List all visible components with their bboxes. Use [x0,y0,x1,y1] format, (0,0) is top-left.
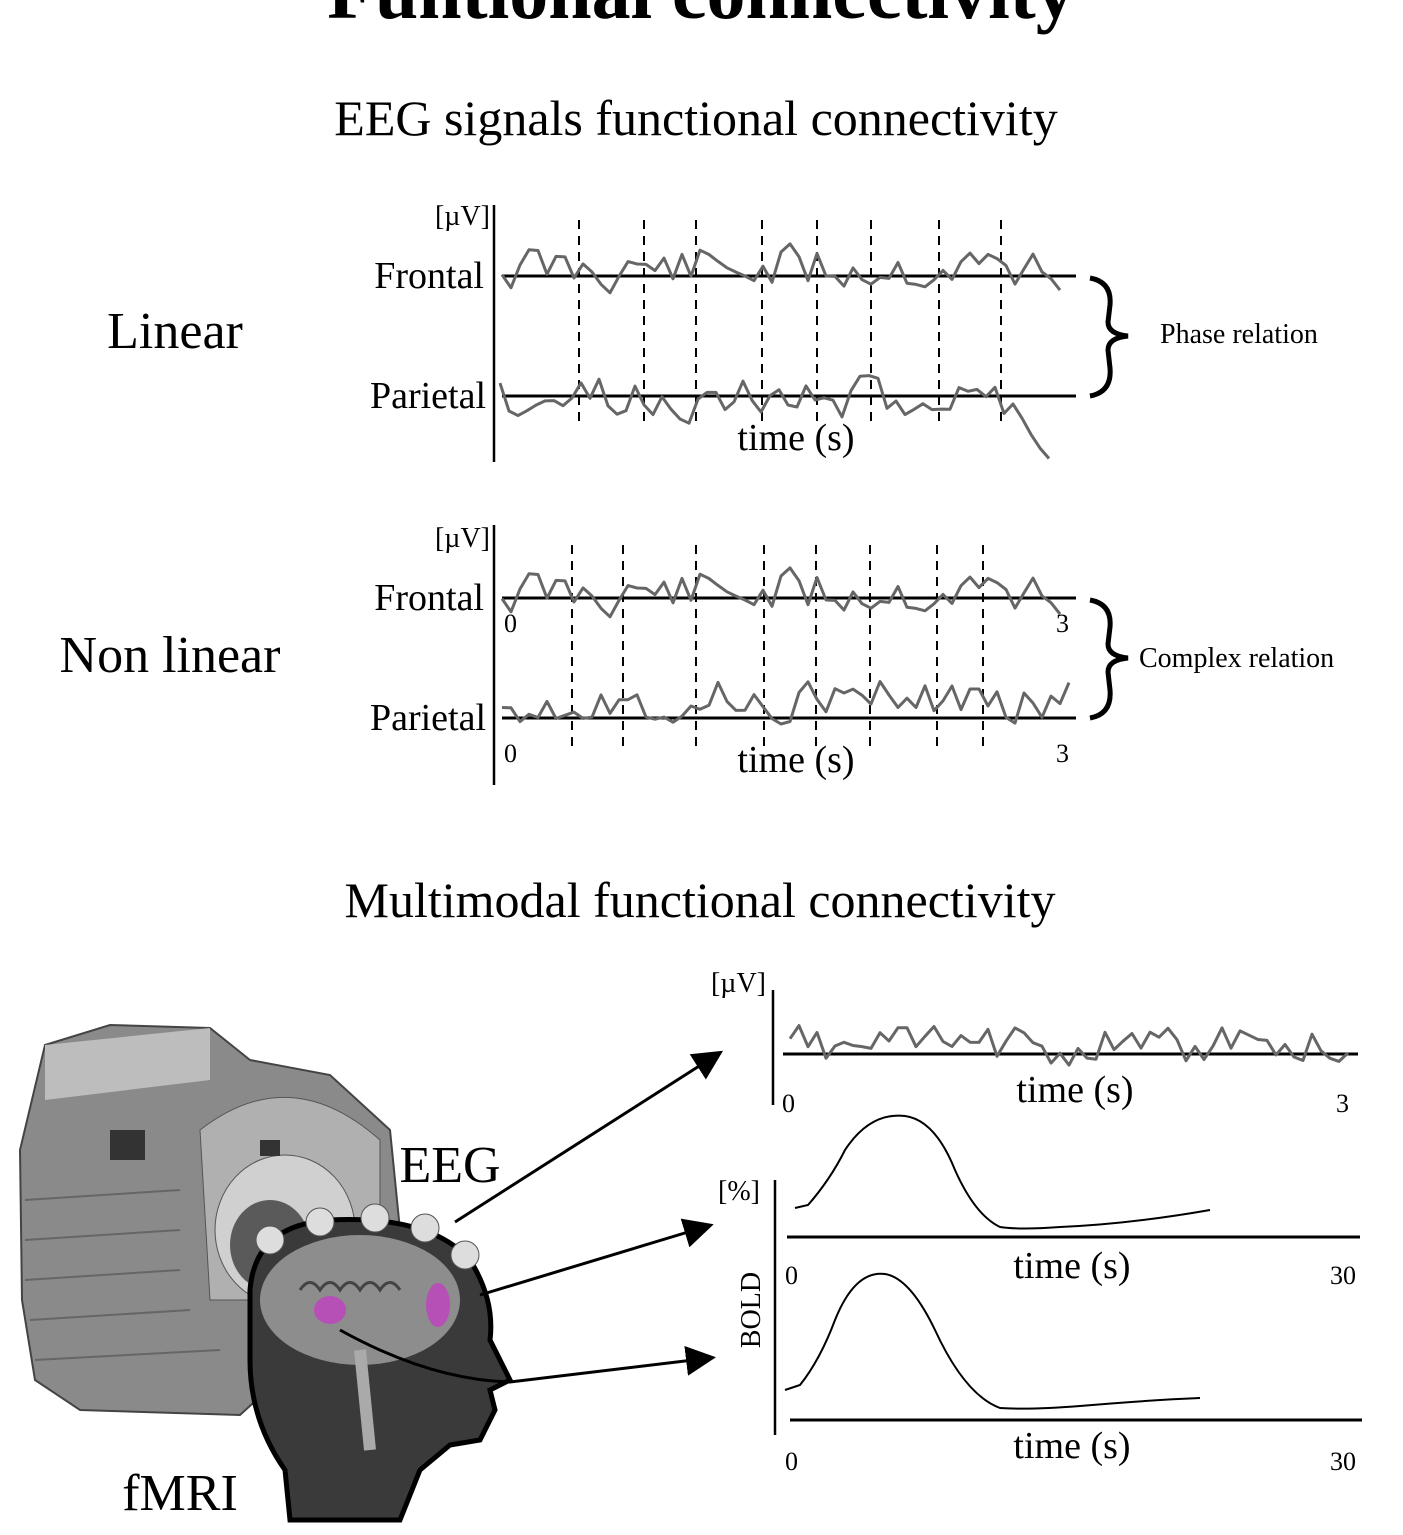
frontal-label: Frontal [374,577,484,619]
parietal-label: Parietal [370,375,486,417]
x-start-tick: 0 [504,609,517,638]
brace-icon [1089,597,1129,721]
x-start-tick: 0 [785,1447,798,1476]
multimodal-eeg-plot: [µV] 0 3 time (s) [711,968,1358,1118]
complex-relation-label: Complex relation [1139,643,1334,674]
x-start-tick: 0 [504,739,517,768]
x-end-tick: 3 [1056,739,1069,768]
parietal-label: Parietal [370,697,486,739]
bold-curve-1 [794,1114,1211,1230]
fmri-label: fMRI [122,1465,238,1522]
eeg-wave [788,1024,1350,1067]
head-mri-illustration [247,1203,514,1523]
linear-label: Linear [107,303,243,360]
multimodal-section-title: Multimodal functional connectivity [345,872,1056,928]
time-axis-label: time (s) [1013,1245,1130,1287]
brace-icon [1089,275,1129,399]
phase-relation-label: Phase relation [1160,319,1318,350]
unit-label: [%] [718,1176,760,1207]
highlight-region [314,1296,346,1324]
arrow-icon [454,1050,724,1224]
x-end-tick: 3 [1336,1089,1349,1118]
arrow-icon [339,1328,716,1384]
bold-curve-2 [784,1272,1201,1410]
x-end-tick: 30 [1330,1447,1356,1476]
nonlinear-panel: Non linear [µV] Frontal Parietal 0 3 0 3… [60,523,1334,785]
unit-label: [µV] [711,968,766,999]
time-axis-label: time (s) [1013,1425,1130,1467]
x-end-tick: 30 [1330,1261,1356,1290]
highlight-region [426,1283,450,1327]
time-axis-label: time (s) [737,417,854,459]
time-axis-label: time (s) [737,739,854,781]
parietal-wave [498,374,1051,460]
x-end-tick: 3 [1056,609,1069,638]
unit-label: [µV] [435,523,490,554]
x-start-tick: 0 [785,1261,798,1290]
time-axis-label: time (s) [1016,1069,1133,1111]
arrow-icon [479,1218,714,1297]
eeg-label: EEG [399,1137,500,1194]
figure-title: Funtional connectivity [327,0,1075,35]
frontal-label: Frontal [374,255,484,297]
frontal-wave [500,566,1062,619]
nonlinear-label: Non linear [60,627,281,684]
linear-panel: Linear [µV] Frontal Parietal time (s) Ph… [107,201,1318,462]
eeg-section-title: EEG signals functional connectivity [334,90,1057,146]
parietal-wave [501,680,1071,726]
x-start-tick: 0 [782,1089,795,1118]
bold-plots: [%] BOLD 0 30 time (s) 0 30 time (s) [718,1114,1362,1476]
frontal-wave [500,242,1062,295]
bold-axis-label: BOLD [736,1272,767,1348]
unit-label: [µV] [435,201,490,232]
